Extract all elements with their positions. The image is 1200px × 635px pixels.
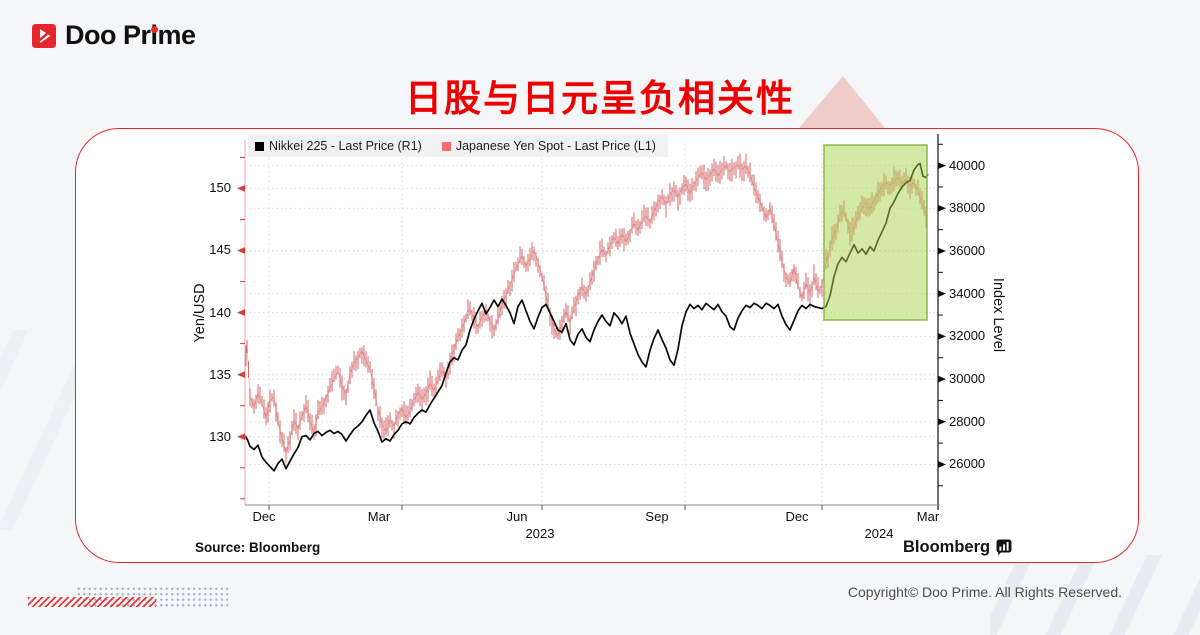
- left-axis-tick-label: 135: [209, 366, 231, 382]
- legend-item-yen: Japanese Yen Spot - Last Price (L1): [441, 139, 656, 153]
- bloomberg-brand-text: Bloomberg: [903, 538, 991, 556]
- red-hatched-bar-decoration: [28, 597, 156, 607]
- bloomberg-brand: Bloomberg: [903, 538, 1013, 557]
- chart-legend: Nikkei 225 - Last Price (R1) Japanese Ye…: [248, 135, 668, 157]
- x-axis-year-label: 2024: [864, 526, 894, 541]
- doo-prime-wordmark: Doo Prime: [65, 20, 196, 50]
- legend-label-nikkei: Nikkei 225 - Last Price (R1): [269, 139, 422, 153]
- legend-swatch-yen: [441, 141, 451, 151]
- left-axis-tick-label: 140: [209, 304, 231, 320]
- left-axis-tick-label: 145: [209, 242, 231, 258]
- x-axis-month-label: Jun: [506, 509, 528, 524]
- bloomberg-terminal-icon: [996, 539, 1012, 556]
- background-triangle-decoration: [799, 76, 885, 128]
- right-axis-title: Index Level: [990, 277, 1006, 353]
- doo-prime-logo-icon: [32, 23, 56, 48]
- copyright-text: Copyright© Doo Prime. All Rights Reserve…: [847, 584, 1122, 600]
- x-axis-month-label: Mar: [367, 509, 391, 524]
- right-axis-tick-label: 40000: [949, 157, 986, 173]
- page-title: 日股与日元呈负相关性: [405, 78, 795, 119]
- right-axis-tick-label: 38000: [949, 200, 986, 216]
- x-axis-month-label: Dec: [785, 509, 809, 524]
- source-label: Source:: [195, 540, 246, 555]
- source-note: Source: Bloomberg: [195, 540, 320, 555]
- background-streaks-bottom-right: [990, 555, 1200, 635]
- source-value: Bloomberg: [249, 540, 321, 555]
- logo-i-red-dot: [151, 26, 158, 33]
- x-axis-year-label: 2023: [525, 526, 555, 541]
- right-axis-tick-label: 28000: [949, 413, 986, 429]
- doo-prime-logo: Doo Prime: [32, 22, 196, 49]
- right-axis-tick-label: 26000: [949, 456, 986, 472]
- x-axis-month-label: Mar: [916, 509, 940, 524]
- x-axis-month-label: Dec: [252, 509, 276, 524]
- right-axis-tick-label: 36000: [949, 242, 986, 258]
- legend-label-yen: Japanese Yen Spot - Last Price (L1): [455, 139, 656, 153]
- legend-swatch-nikkei: [255, 141, 264, 151]
- left-axis-tick-label: 130: [209, 428, 231, 444]
- left-axis-tick-label: 150: [209, 180, 231, 196]
- legend-item-nikkei: Nikkei 225 - Last Price (R1): [255, 139, 422, 153]
- right-axis-tick-label: 34000: [949, 285, 986, 301]
- chart-card: [75, 128, 1139, 563]
- x-axis-month-label: Sep: [645, 509, 669, 524]
- right-axis-tick-label: 30000: [949, 371, 986, 387]
- right-axis-tick-label: 32000: [949, 328, 986, 344]
